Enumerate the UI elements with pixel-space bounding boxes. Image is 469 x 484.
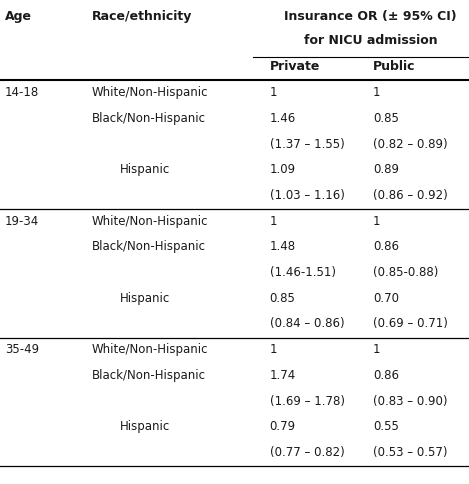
Text: 1: 1 xyxy=(270,214,277,227)
Text: Black/Non-Hispanic: Black/Non-Hispanic xyxy=(91,368,205,381)
Text: 0.55: 0.55 xyxy=(373,420,399,432)
Text: 1: 1 xyxy=(373,343,380,355)
Text: Age: Age xyxy=(5,10,32,23)
Text: 1: 1 xyxy=(373,214,380,227)
Text: White/Non-Hispanic: White/Non-Hispanic xyxy=(91,86,208,99)
Text: 1: 1 xyxy=(270,343,277,355)
Text: 19-34: 19-34 xyxy=(5,214,39,227)
Text: for NICU admission: for NICU admission xyxy=(304,34,437,47)
Text: 0.86: 0.86 xyxy=(373,368,399,381)
Text: 1: 1 xyxy=(270,86,277,99)
Text: 0.70: 0.70 xyxy=(373,291,399,304)
Text: (1.46-1.51): (1.46-1.51) xyxy=(270,266,336,278)
Text: (0.69 – 0.71): (0.69 – 0.71) xyxy=(373,317,448,330)
Text: Black/Non-Hispanic: Black/Non-Hispanic xyxy=(91,112,205,124)
Text: Public: Public xyxy=(373,60,416,73)
Text: 0.85: 0.85 xyxy=(373,112,399,124)
Text: 35-49: 35-49 xyxy=(5,343,39,355)
Text: 0.85: 0.85 xyxy=(270,291,295,304)
Text: Hispanic: Hispanic xyxy=(120,420,170,432)
Text: (0.77 – 0.82): (0.77 – 0.82) xyxy=(270,445,344,458)
Text: White/Non-Hispanic: White/Non-Hispanic xyxy=(91,214,208,227)
Text: 1.46: 1.46 xyxy=(270,112,296,124)
Text: (1.03 – 1.16): (1.03 – 1.16) xyxy=(270,189,345,201)
Text: Hispanic: Hispanic xyxy=(120,291,170,304)
Text: Black/Non-Hispanic: Black/Non-Hispanic xyxy=(91,240,205,253)
Text: Private: Private xyxy=(270,60,320,73)
Text: 1.09: 1.09 xyxy=(270,163,296,176)
Text: 0.79: 0.79 xyxy=(270,420,296,432)
Text: (1.69 – 1.78): (1.69 – 1.78) xyxy=(270,394,345,407)
Text: (0.86 – 0.92): (0.86 – 0.92) xyxy=(373,189,447,201)
Text: (0.84 – 0.86): (0.84 – 0.86) xyxy=(270,317,344,330)
Text: (0.85-0.88): (0.85-0.88) xyxy=(373,266,438,278)
Text: White/Non-Hispanic: White/Non-Hispanic xyxy=(91,343,208,355)
Text: 1: 1 xyxy=(373,86,380,99)
Text: 14-18: 14-18 xyxy=(5,86,39,99)
Text: 1.74: 1.74 xyxy=(270,368,296,381)
Text: Insurance OR (± 95% CI): Insurance OR (± 95% CI) xyxy=(284,10,457,23)
Text: 1.48: 1.48 xyxy=(270,240,296,253)
Text: Race/ethnicity: Race/ethnicity xyxy=(91,10,192,23)
Text: (0.82 – 0.89): (0.82 – 0.89) xyxy=(373,137,447,150)
Text: Hispanic: Hispanic xyxy=(120,163,170,176)
Text: 0.89: 0.89 xyxy=(373,163,399,176)
Text: (0.83 – 0.90): (0.83 – 0.90) xyxy=(373,394,447,407)
Text: (1.37 – 1.55): (1.37 – 1.55) xyxy=(270,137,344,150)
Text: (0.53 – 0.57): (0.53 – 0.57) xyxy=(373,445,447,458)
Text: 0.86: 0.86 xyxy=(373,240,399,253)
